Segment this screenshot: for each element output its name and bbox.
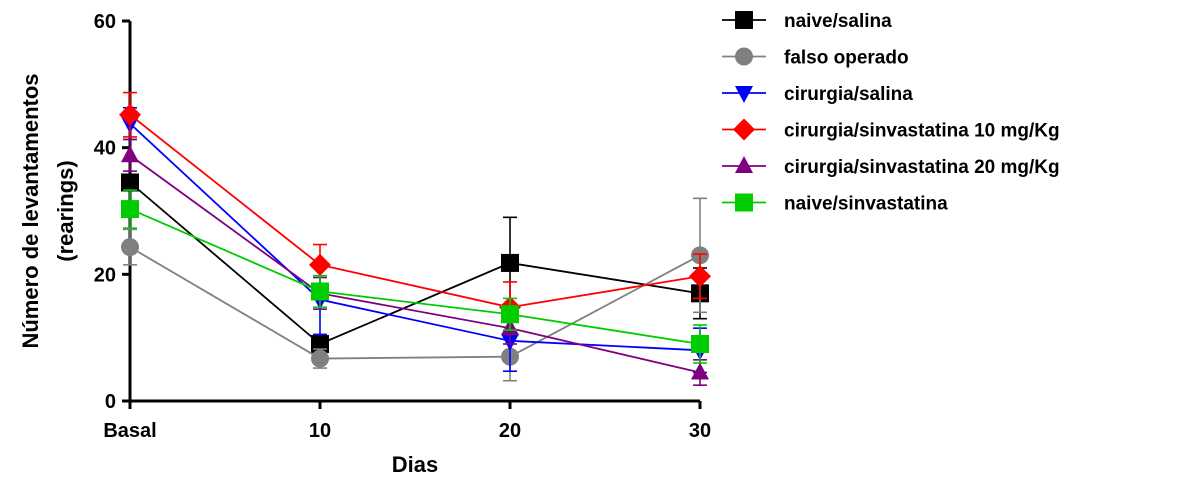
legend-item-6: naive/sinvastatina <box>722 193 948 215</box>
series-line <box>129 122 701 352</box>
series-2 <box>121 197 709 382</box>
legend-label: cirurgia/salina <box>784 84 913 105</box>
legend-marker <box>733 118 755 141</box>
legend-item-3: cirurgia/salina <box>722 84 913 105</box>
data-point <box>311 282 329 301</box>
legend-item-2: falso operado <box>722 47 909 69</box>
data-point <box>689 265 711 288</box>
x-axis-title: Dias <box>392 452 438 477</box>
legend-marker <box>735 156 753 173</box>
legend-item-1: naive/salina <box>722 11 892 32</box>
x-tick-label: 10 <box>309 420 331 442</box>
x-tick-label: Basal <box>103 420 156 442</box>
series-line <box>129 114 701 309</box>
legend-marker <box>735 193 753 212</box>
x-tick-label: 30 <box>689 420 711 442</box>
legend-item-5: cirurgia/sinvastatina 20 mg/Kg <box>722 156 1060 178</box>
data-point <box>121 200 139 219</box>
data-point <box>119 103 141 126</box>
legend-marker <box>735 47 753 66</box>
legend-label: cirurgia/sinvastatina 10 mg/Kg <box>784 121 1060 142</box>
legend-label: naive/salina <box>784 11 892 32</box>
data-point <box>691 362 709 380</box>
data-point <box>121 145 139 163</box>
y-axis-title-line-1: Número de levantamentos <box>18 73 43 348</box>
data-point <box>309 253 331 276</box>
legend-label: falso operado <box>784 48 909 69</box>
legend-item-4: cirurgia/sinvastatina 10 mg/Kg <box>722 118 1060 142</box>
legend-marker <box>735 11 753 29</box>
series-6 <box>121 189 709 364</box>
legend: naive/salina falso operado cirurgia/salina… <box>722 11 1060 215</box>
data-point <box>501 253 519 272</box>
axes: 0 20 40 60 Basal 10 20 30 <box>94 11 711 442</box>
data-point <box>501 305 519 324</box>
y-tick-label: 40 <box>94 138 116 160</box>
legend-label: cirurgia/sinvastatina 20 mg/Kg <box>784 157 1060 178</box>
data-point <box>121 238 139 257</box>
y-axis-title-line-2: (rearings) <box>53 160 78 261</box>
legend-label: naive/sinvastatina <box>784 194 948 215</box>
series-line <box>129 208 701 345</box>
series-4 <box>119 91 711 334</box>
y-tick-label: 0 <box>105 391 116 413</box>
data-point <box>691 335 709 353</box>
y-tick-label: 20 <box>94 264 116 286</box>
legend-marker <box>735 86 753 103</box>
series-1 <box>121 159 709 355</box>
series-line <box>129 246 701 360</box>
series-line <box>129 154 701 374</box>
data-point <box>311 349 329 368</box>
x-tick-label: 20 <box>499 420 521 442</box>
data-point <box>121 173 139 192</box>
y-tick-label: 60 <box>94 11 116 33</box>
series-layer <box>119 91 711 386</box>
series-3 <box>121 106 709 374</box>
